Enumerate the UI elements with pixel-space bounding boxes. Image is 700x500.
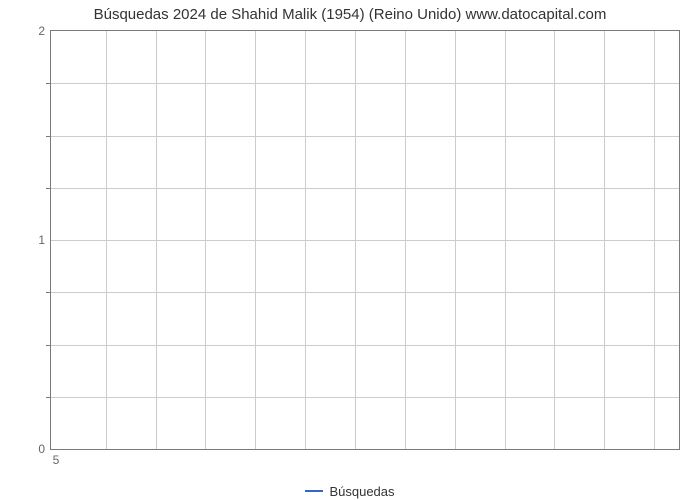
chart-title: Búsquedas 2024 de Shahid Malik (1954) (R… [0, 6, 700, 23]
gridline-horizontal [51, 83, 679, 84]
chart-legend: Búsquedas [0, 480, 700, 499]
gridline-vertical [255, 31, 256, 449]
legend-label: Búsquedas [329, 484, 394, 499]
y-minor-tick [46, 345, 51, 346]
gridline-horizontal [51, 345, 679, 346]
gridline-vertical [205, 31, 206, 449]
gridline-vertical [305, 31, 306, 449]
legend-item: Búsquedas [305, 484, 394, 499]
y-minor-tick [46, 136, 51, 137]
gridline-vertical [654, 31, 655, 449]
gridline-vertical [455, 31, 456, 449]
gridline-vertical [505, 31, 506, 449]
gridline-vertical [604, 31, 605, 449]
y-tick-label: 1 [15, 233, 51, 247]
gridline-vertical [156, 31, 157, 449]
gridline-horizontal [51, 136, 679, 137]
gridline-horizontal [51, 397, 679, 398]
legend-swatch [305, 490, 323, 492]
gridline-vertical [355, 31, 356, 449]
gridline-horizontal [51, 292, 679, 293]
x-tick-label: 5 [53, 449, 60, 467]
y-tick-label: 0 [15, 442, 51, 456]
y-minor-tick [46, 83, 51, 84]
gridline-horizontal [51, 188, 679, 189]
gridline-vertical [554, 31, 555, 449]
y-minor-tick [46, 188, 51, 189]
gridline-horizontal [51, 240, 679, 241]
gridline-vertical [405, 31, 406, 449]
y-minor-tick [46, 292, 51, 293]
y-minor-tick [46, 397, 51, 398]
gridline-vertical [106, 31, 107, 449]
search-chart: Búsquedas 2024 de Shahid Malik (1954) (R… [0, 0, 700, 500]
plot-area: 0125 [50, 30, 680, 450]
y-tick-label: 2 [15, 24, 51, 38]
